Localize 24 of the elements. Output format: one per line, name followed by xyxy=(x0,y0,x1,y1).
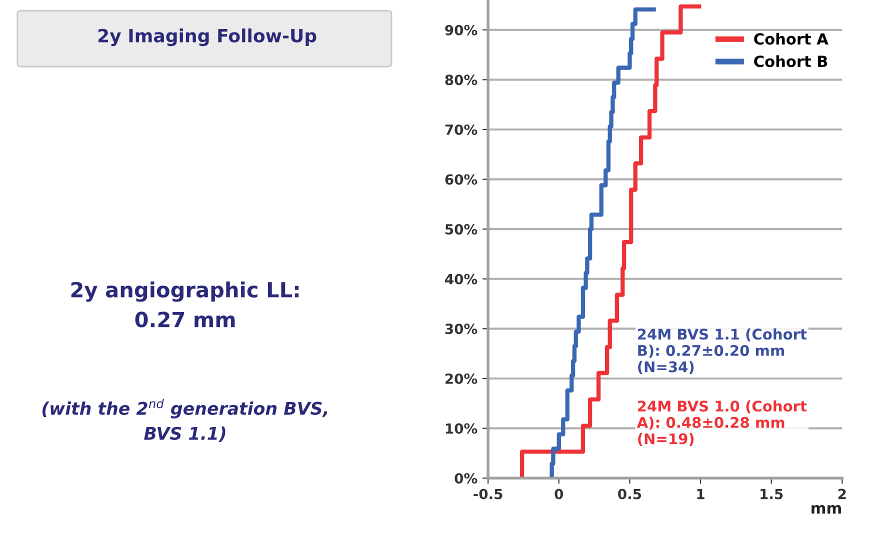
y-tick-label: 80% xyxy=(445,74,478,86)
y-tick-label: 0% xyxy=(454,473,478,484)
x-tick-label: 1.5 xyxy=(760,488,783,500)
x-tick-label: 0 xyxy=(554,488,564,500)
y-tick-label: 20% xyxy=(446,373,478,384)
text: (with the 2$^{nd}$ generation BVS, BVS 1.1) xyxy=(42,398,328,442)
legend-label: Cohort B xyxy=(754,55,828,68)
text: 2y angiographic LL: 0.27 mm xyxy=(71,281,299,328)
annotation: 24M BVS 1.1 (Cohort B): 0.27±0.20 mm (N=34) xyxy=(638,328,807,374)
y-tick-label: 50% xyxy=(445,224,478,235)
y-tick-label: 10% xyxy=(446,423,478,434)
x-tick-label: -0.5 xyxy=(474,488,502,500)
y-tick-label: 40% xyxy=(445,274,478,284)
y-tick-label: 90% xyxy=(445,24,478,36)
y-tick-label: 70% xyxy=(445,124,478,135)
y-tick-label: 60% xyxy=(445,174,478,185)
x-tick-label: 2 xyxy=(838,488,846,500)
annotation: 24M BVS 1.0 (Cohort A): 0.48±0.28 mm (N=19) xyxy=(636,400,807,446)
y-tick-label: 30% xyxy=(445,324,478,334)
text: 2y Imaging Follow-Up xyxy=(98,28,316,46)
x-axis-title: mm xyxy=(812,505,841,514)
x-tick-label: 0.5 xyxy=(618,488,642,500)
legend-label: Cohort A xyxy=(754,32,828,45)
x-tick-label: 1 xyxy=(697,488,704,500)
